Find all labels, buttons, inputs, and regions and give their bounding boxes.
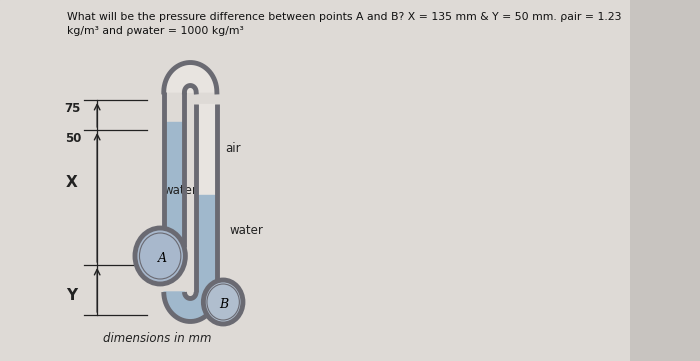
Text: water: water <box>230 223 263 236</box>
Text: kg/m³ and ρwater = 1000 kg/m³: kg/m³ and ρwater = 1000 kg/m³ <box>67 26 244 36</box>
Polygon shape <box>164 62 217 92</box>
Text: 50: 50 <box>64 132 81 145</box>
Polygon shape <box>164 292 217 322</box>
Text: air: air <box>225 142 241 155</box>
Text: B: B <box>220 297 229 310</box>
Text: dimensions in mm: dimensions in mm <box>104 331 212 344</box>
Text: Y: Y <box>66 287 78 303</box>
Circle shape <box>135 228 186 284</box>
Polygon shape <box>185 86 196 92</box>
Polygon shape <box>185 86 196 92</box>
Text: water: water <box>163 183 197 196</box>
Text: What will be the pressure difference between points A and B? X = 135 mm & Y = 50: What will be the pressure difference bet… <box>67 12 622 22</box>
Text: X: X <box>66 175 78 190</box>
Text: 75: 75 <box>64 102 81 115</box>
Text: A: A <box>158 252 167 265</box>
Circle shape <box>204 280 243 324</box>
